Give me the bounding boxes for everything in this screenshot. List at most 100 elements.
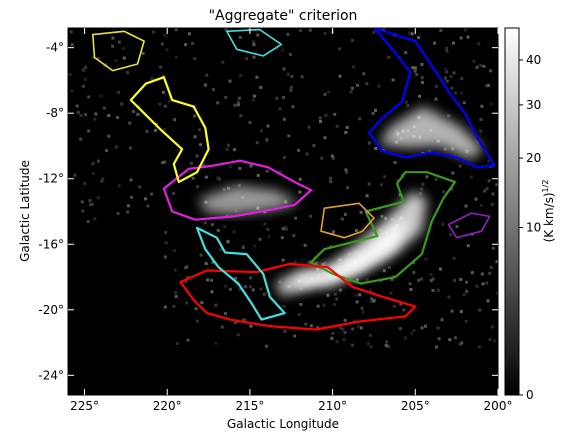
noise-pixel — [94, 113, 97, 116]
noise-pixel — [286, 33, 289, 36]
noise-pixel — [489, 338, 492, 341]
noise-pixel — [151, 77, 154, 80]
noise-pixel — [174, 291, 177, 294]
noise-pixel — [464, 29, 467, 32]
noise-pixel — [369, 345, 372, 348]
noise-pixel — [459, 165, 462, 168]
noise-pixel — [122, 47, 125, 50]
noise-pixel — [368, 142, 371, 145]
noise-pixel — [266, 170, 269, 173]
noise-pixel — [478, 345, 481, 348]
noise-pixel — [93, 217, 96, 220]
noise-pixel — [184, 266, 187, 269]
noise-pixel — [115, 59, 118, 62]
noise-pixel — [282, 305, 285, 308]
colorbar-tick-label: 40 — [526, 53, 541, 67]
noise-pixel — [335, 298, 338, 301]
noise-pixel — [491, 326, 494, 329]
noise-pixel — [200, 254, 203, 257]
noise-pixel — [224, 285, 227, 288]
noise-pixel — [239, 36, 242, 39]
noise-pixel — [439, 268, 442, 271]
noise-pixel — [260, 129, 263, 132]
noise-pixel — [260, 288, 263, 291]
noise-pixel — [424, 325, 427, 328]
noise-pixel — [346, 186, 349, 189]
noise-pixel — [224, 312, 227, 315]
noise-pixel — [451, 310, 454, 313]
noise-pixel — [466, 36, 469, 39]
noise-pixel — [341, 218, 344, 221]
noise-pixel — [194, 135, 197, 138]
noise-pixel — [420, 63, 423, 66]
noise-pixel — [211, 223, 214, 226]
noise-pixel — [158, 103, 161, 106]
noise-pixel — [309, 215, 312, 218]
noise-pixel — [92, 162, 95, 165]
noise-pixel — [351, 87, 354, 90]
noise-pixel — [480, 204, 483, 207]
noise-pixel — [130, 196, 133, 199]
noise-pixel — [249, 276, 252, 279]
y-axis-label: Galactic Latitude — [18, 160, 32, 262]
noise-pixel — [418, 95, 421, 98]
noise-pixel — [146, 205, 149, 208]
noise-pixel — [249, 121, 252, 124]
noise-pixel — [351, 39, 354, 42]
noise-pixel — [333, 113, 336, 116]
noise-pixel — [310, 324, 313, 327]
noise-pixel — [472, 60, 475, 63]
noise-pixel — [196, 185, 199, 188]
noise-pixel — [299, 29, 302, 32]
noise-pixel — [266, 228, 269, 231]
noise-pixel — [365, 82, 368, 85]
noise-pixel — [81, 209, 84, 212]
noise-pixel — [165, 241, 168, 244]
noise-pixel — [344, 131, 347, 134]
noise-pixel — [107, 135, 110, 138]
noise-pixel — [372, 300, 375, 303]
noise-pixel — [223, 225, 226, 228]
noise-pixel — [297, 149, 300, 152]
noise-pixel — [159, 66, 162, 69]
noise-pixel — [374, 109, 377, 112]
noise-pixel — [441, 318, 444, 321]
noise-pixel — [445, 47, 448, 50]
colorbar: 010203040 (K km/s)1/2 — [505, 28, 556, 402]
noise-pixel — [356, 300, 359, 303]
x-tick-label: 225° — [70, 399, 99, 413]
noise-pixel — [425, 258, 428, 261]
noise-pixel — [97, 196, 100, 199]
noise-pixel — [283, 67, 286, 70]
noise-pixel — [381, 215, 384, 218]
noise-pixel — [237, 101, 240, 104]
noise-pixel — [176, 342, 179, 345]
noise-pixel — [283, 118, 286, 121]
noise-pixel — [367, 342, 370, 345]
noise-pixel — [142, 52, 145, 55]
noise-pixel — [411, 32, 414, 35]
noise-pixel — [324, 114, 327, 117]
noise-pixel — [344, 331, 347, 334]
noise-pixel — [283, 330, 286, 333]
noise-pixel — [283, 156, 286, 159]
noise-pixel — [111, 45, 114, 48]
colorbar-label-exponent: 1/2 — [541, 180, 550, 193]
noise-pixel — [281, 236, 284, 239]
noise-pixel — [408, 32, 411, 35]
noise-pixel — [205, 176, 208, 179]
noise-pixel — [454, 336, 457, 339]
noise-pixel — [420, 188, 423, 191]
noise-pixel — [460, 92, 463, 95]
noise-pixel — [128, 122, 131, 125]
noise-pixel — [301, 75, 304, 78]
noise-pixel — [172, 192, 175, 195]
noise-pixel — [227, 240, 230, 243]
noise-pixel — [430, 273, 433, 276]
noise-pixel — [378, 85, 381, 88]
noise-pixel — [210, 290, 213, 293]
noise-pixel — [409, 282, 412, 285]
noise-pixel — [252, 99, 255, 102]
noise-pixel — [476, 66, 479, 69]
noise-pixel — [123, 57, 126, 60]
